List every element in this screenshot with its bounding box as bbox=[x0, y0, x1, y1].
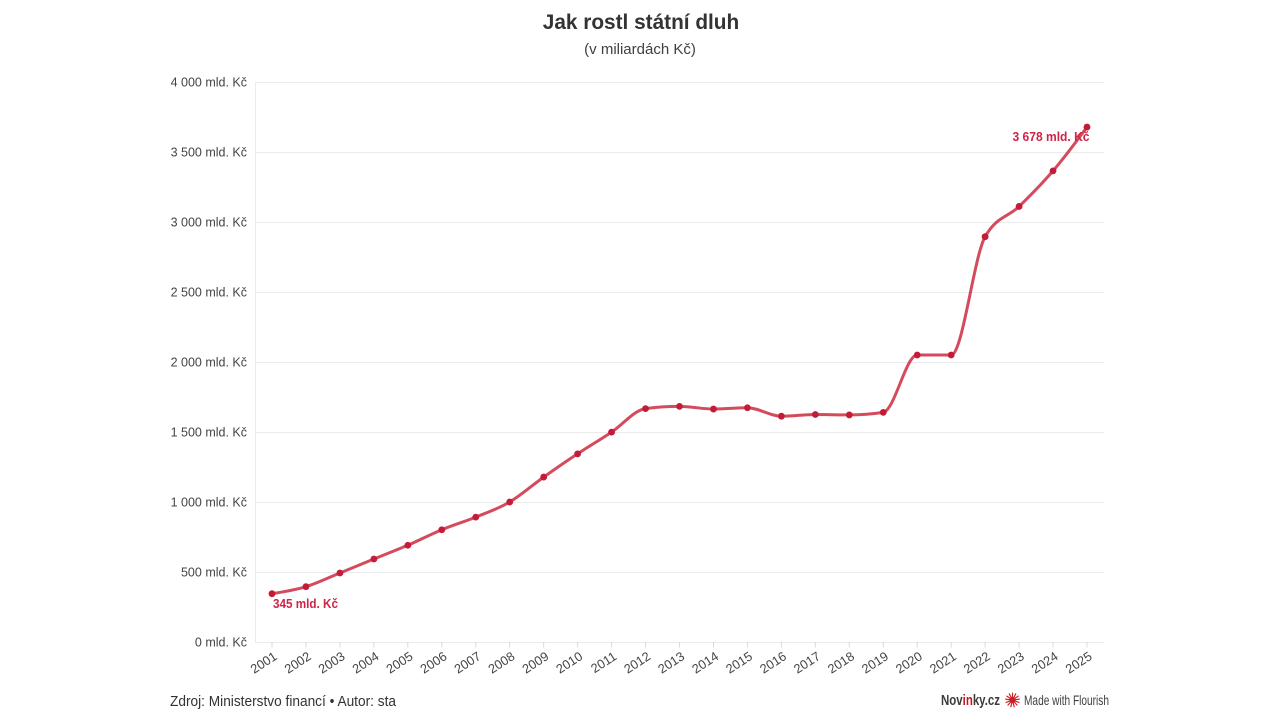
svg-text:2015: 2015 bbox=[723, 648, 755, 676]
svg-text:2001: 2001 bbox=[248, 648, 280, 676]
svg-text:2016: 2016 bbox=[757, 648, 789, 676]
svg-text:Novinky.cz: Novinky.cz bbox=[941, 693, 1000, 709]
svg-text:2018: 2018 bbox=[825, 648, 857, 676]
svg-text:Jak rostl státní dluh: Jak rostl státní dluh bbox=[543, 11, 739, 34]
svg-text:3 500 mld. Kč: 3 500 mld. Kč bbox=[171, 146, 247, 160]
svg-text:0 mld. Kč: 0 mld. Kč bbox=[195, 636, 247, 650]
svg-text:2006: 2006 bbox=[417, 648, 449, 676]
svg-text:2012: 2012 bbox=[621, 648, 653, 676]
svg-text:2 000 mld. Kč: 2 000 mld. Kč bbox=[171, 356, 247, 370]
svg-text:2014: 2014 bbox=[689, 648, 721, 676]
svg-text:2004: 2004 bbox=[349, 648, 381, 676]
svg-text:2002: 2002 bbox=[282, 648, 314, 676]
svg-text:2009: 2009 bbox=[519, 648, 551, 676]
svg-text:2025: 2025 bbox=[1063, 648, 1095, 676]
svg-text:4 000 mld. Kč: 4 000 mld. Kč bbox=[171, 76, 247, 90]
svg-text:1 500 mld. Kč: 1 500 mld. Kč bbox=[171, 426, 247, 440]
svg-text:345 mld. Kč: 345 mld. Kč bbox=[273, 596, 338, 611]
svg-text:2003: 2003 bbox=[315, 648, 347, 676]
svg-text:2010: 2010 bbox=[553, 648, 585, 676]
svg-text:2011: 2011 bbox=[588, 648, 619, 676]
svg-text:2020: 2020 bbox=[893, 648, 925, 676]
svg-text:2007: 2007 bbox=[451, 648, 483, 676]
svg-text:2021: 2021 bbox=[927, 648, 959, 676]
svg-text:(v miliardách Kč): (v miliardách Kč) bbox=[584, 41, 696, 58]
svg-text:2022: 2022 bbox=[961, 648, 993, 676]
svg-text:2 500 mld. Kč: 2 500 mld. Kč bbox=[171, 286, 247, 300]
svg-text:2013: 2013 bbox=[655, 648, 687, 676]
svg-text:2019: 2019 bbox=[859, 648, 891, 676]
svg-text:2008: 2008 bbox=[485, 648, 517, 676]
svg-text:2024: 2024 bbox=[1029, 648, 1061, 676]
svg-text:2017: 2017 bbox=[791, 648, 823, 676]
svg-text:Zdroj: Ministerstvo financí •: Zdroj: Ministerstvo financí • Autor: sta bbox=[170, 694, 397, 710]
svg-text:3 678 mld. Kč: 3 678 mld. Kč bbox=[1013, 129, 1090, 144]
svg-text:Made with Flourish: Made with Flourish bbox=[1024, 693, 1109, 708]
svg-text:2005: 2005 bbox=[383, 648, 415, 676]
svg-text:2023: 2023 bbox=[995, 648, 1027, 676]
svg-text:500 mld. Kč: 500 mld. Kč bbox=[181, 566, 247, 580]
svg-text:3 000 mld. Kč: 3 000 mld. Kč bbox=[171, 216, 247, 230]
svg-text:1 000 mld. Kč: 1 000 mld. Kč bbox=[171, 496, 247, 510]
